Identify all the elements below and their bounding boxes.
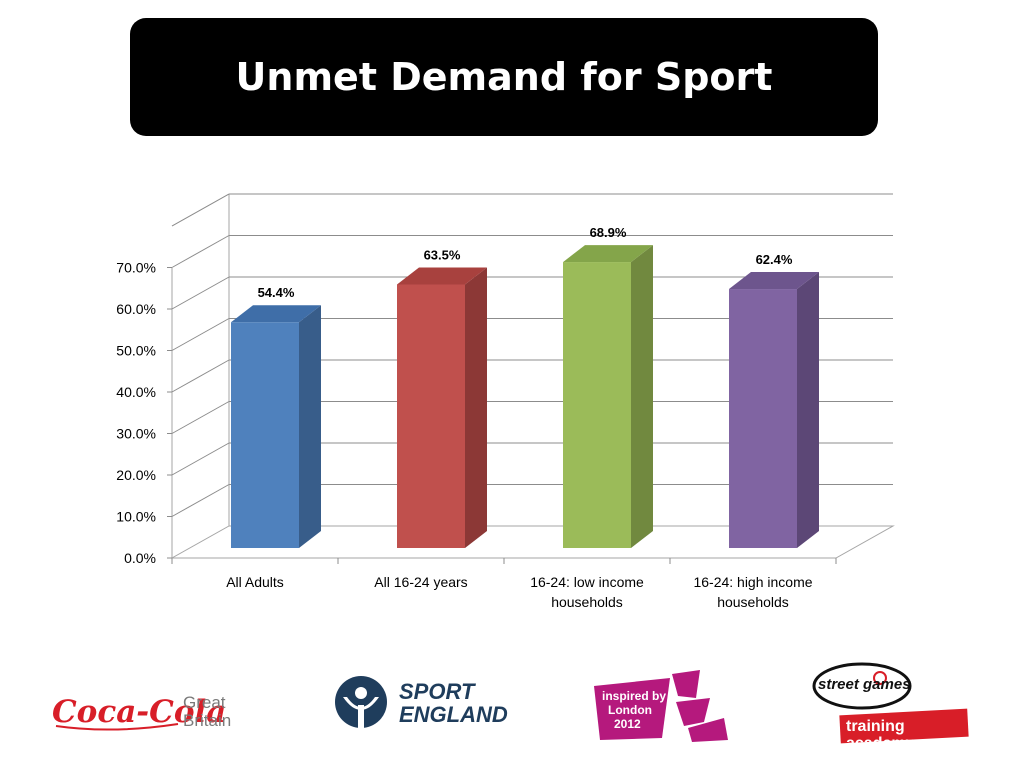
x-axis-ticks: All Adults All 16-24 years 16-24: low inco… xyxy=(171,558,837,610)
x-tick-label: 16-24: low income xyxy=(530,574,644,590)
chart-floor xyxy=(170,525,895,559)
y-tick-label: 40.0% xyxy=(116,384,156,400)
bar-side xyxy=(631,245,653,548)
bar xyxy=(397,284,465,548)
y-tick-label: 70.0% xyxy=(116,260,156,276)
gridline-wall xyxy=(171,401,230,434)
slide-title: Unmet Demand for Sport xyxy=(235,55,773,99)
bar xyxy=(729,289,797,548)
bar-side xyxy=(465,267,487,548)
streetgames-top: street games xyxy=(818,676,911,693)
bar-side xyxy=(797,272,819,548)
data-label: 62.4% xyxy=(756,252,793,267)
streetgames-bottom: training academy xyxy=(846,718,915,752)
bar-top xyxy=(563,245,653,263)
data-label: 54.4% xyxy=(258,285,295,300)
gridline-wall xyxy=(171,442,230,476)
gridline-wall xyxy=(171,235,230,268)
data-label: 68.9% xyxy=(590,225,627,240)
bar-side xyxy=(299,305,321,548)
value-labels: 54.4% 63.5% 68.9% 62.4% xyxy=(258,225,793,300)
coca-cola-great: Great xyxy=(183,693,226,712)
london-line3: 2012 xyxy=(614,717,641,731)
bar xyxy=(563,262,631,548)
streetgames-logo: street games training academy xyxy=(810,660,972,752)
coca-cola-script: Coca-Cola xyxy=(52,694,226,730)
gridline-wall xyxy=(171,193,230,227)
gridline-wall xyxy=(171,318,230,351)
bar-top xyxy=(729,272,819,290)
bar xyxy=(231,322,299,548)
bar-top xyxy=(231,305,321,323)
coca-cola-britain: Britain xyxy=(183,711,232,730)
data-label: 63.5% xyxy=(424,247,461,262)
london-line2: London xyxy=(608,703,652,717)
x-tick-label: households xyxy=(717,594,789,610)
x-tick-label: All 16-24 years xyxy=(374,574,467,590)
y-tick-label: 50.0% xyxy=(116,343,156,359)
y-axis-ticks: 0.0% 10.0% 20.0% 30.0% 40.0% 50.0% 60.0% 70.0% xyxy=(116,260,172,566)
title-banner: Unmet Demand for Sport xyxy=(130,18,878,136)
sport-england-icon xyxy=(335,676,387,729)
y-tick-label: 10.0% xyxy=(116,509,156,525)
streetgames-mark xyxy=(812,662,969,744)
coca-cola-logo: Coca-Cola Great Britain xyxy=(52,686,237,736)
y-tick-label: 30.0% xyxy=(116,426,156,442)
bar-top xyxy=(397,267,487,285)
x-tick-label: 16-24: high income xyxy=(693,574,812,590)
y-tick-label: 0.0% xyxy=(124,550,156,566)
gridline-wall xyxy=(171,484,230,517)
y-tick-label: 60.0% xyxy=(116,301,156,317)
sport-england-line2: ENGLAND xyxy=(399,702,508,727)
sport-england-logo: SPORT ENGLAND xyxy=(333,675,523,735)
gridline-wall xyxy=(171,276,230,310)
gridline-wall xyxy=(171,359,230,393)
chart-bars xyxy=(231,245,819,548)
sport-england-line1: SPORT xyxy=(399,679,475,704)
london-2012-logo: inspired by London 2012 xyxy=(592,668,732,744)
coca-cola-logo-mark: Coca-Cola xyxy=(52,694,226,731)
london-2012-shape xyxy=(594,670,728,742)
x-tick-label: households xyxy=(551,594,623,610)
london-line1: inspired by xyxy=(602,689,667,703)
x-tick-label: All Adults xyxy=(226,574,284,590)
y-tick-label: 20.0% xyxy=(116,467,156,483)
